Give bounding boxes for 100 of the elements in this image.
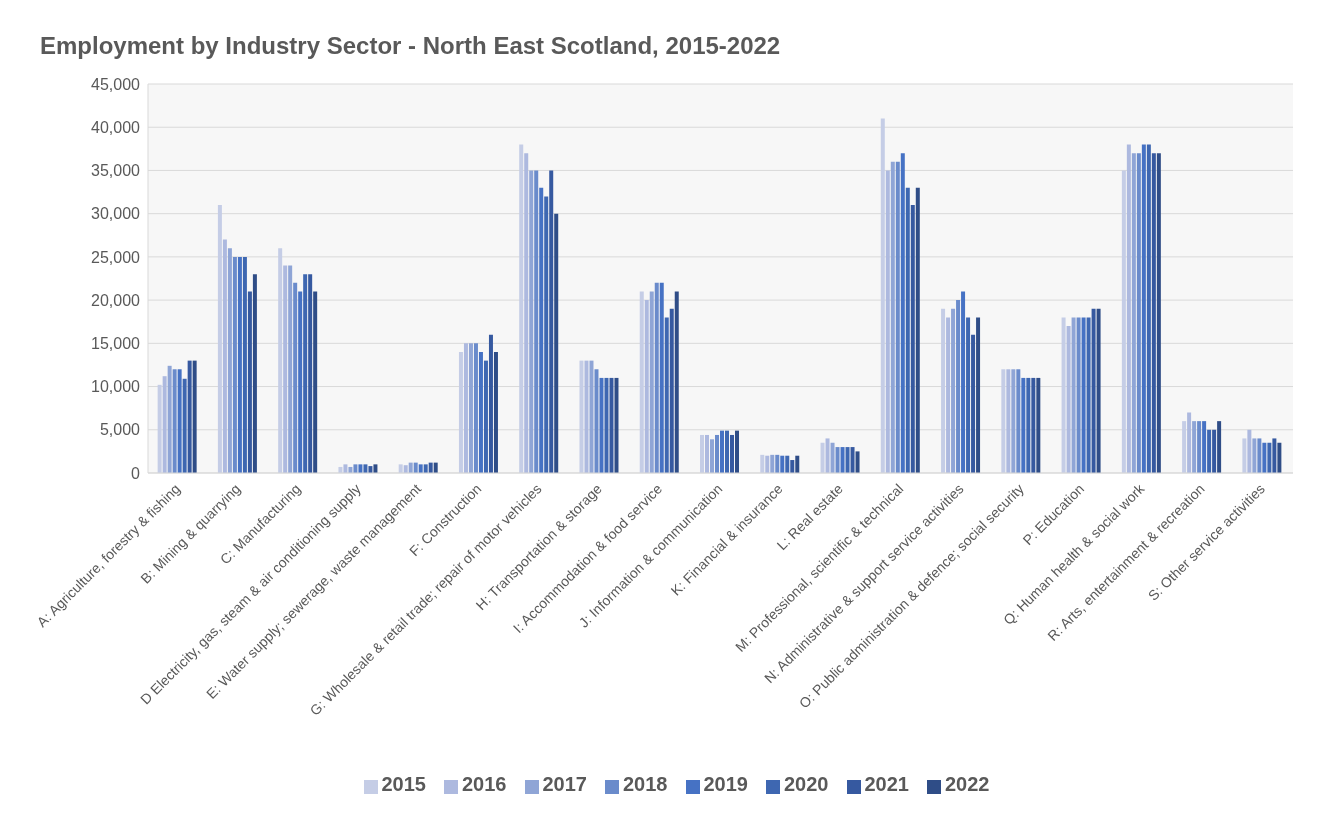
bar <box>715 434 720 473</box>
bar <box>1016 369 1021 473</box>
bar <box>252 274 257 473</box>
bar <box>649 291 654 473</box>
bar <box>534 170 539 473</box>
y-tick-label: 20,000 <box>91 291 141 309</box>
bar <box>478 351 483 473</box>
bar <box>313 291 318 473</box>
bar <box>483 360 488 473</box>
bar <box>966 317 971 473</box>
bar <box>1021 377 1026 473</box>
bar <box>358 464 363 473</box>
bar <box>584 360 589 473</box>
bar <box>1006 369 1011 473</box>
bar <box>830 442 835 473</box>
y-tick-label: 15,000 <box>91 335 141 353</box>
bar <box>1096 308 1101 473</box>
bar <box>177 369 182 473</box>
bar <box>1091 308 1096 473</box>
bar <box>946 317 951 473</box>
bar <box>880 118 885 473</box>
bar <box>458 351 463 473</box>
bar <box>519 144 524 473</box>
bar <box>298 291 303 473</box>
bar <box>614 377 619 473</box>
bar <box>398 464 403 473</box>
bar <box>850 447 855 473</box>
bar <box>1066 326 1071 473</box>
bar <box>720 430 725 473</box>
bar <box>599 377 604 473</box>
y-tick-label: 35,000 <box>91 162 141 180</box>
bar <box>976 317 981 473</box>
legend-label: 2015 <box>381 773 426 795</box>
bar <box>845 447 850 473</box>
bar <box>790 460 795 473</box>
bar <box>725 430 730 473</box>
bar <box>373 464 378 473</box>
bar <box>423 464 428 473</box>
bar <box>1141 144 1146 473</box>
bar <box>493 351 498 473</box>
bar <box>157 384 162 473</box>
bar <box>539 187 544 473</box>
bar <box>654 282 659 473</box>
bar <box>840 447 845 473</box>
bar <box>1217 421 1222 473</box>
bar <box>669 308 674 473</box>
bar <box>1086 317 1091 473</box>
bar <box>900 153 905 473</box>
bar <box>293 282 298 473</box>
bar <box>288 265 293 473</box>
bar <box>242 256 247 473</box>
bar <box>1267 442 1272 473</box>
bar <box>353 464 358 473</box>
bar <box>303 274 308 473</box>
bar <box>468 343 473 473</box>
bar <box>1257 438 1262 473</box>
bar <box>1187 412 1192 473</box>
bar <box>418 464 423 473</box>
bar <box>971 334 976 473</box>
chart-title: Employment by Industry Sector - North East Scotland, 2015-2022 <box>40 32 781 60</box>
bar <box>1026 377 1031 473</box>
bar <box>549 170 554 473</box>
bar <box>1146 144 1151 473</box>
bar <box>664 317 669 473</box>
bar <box>609 377 614 473</box>
bar <box>222 239 227 473</box>
bar <box>237 256 242 473</box>
bar <box>785 455 790 473</box>
bar <box>579 360 584 473</box>
legend-label: 2021 <box>864 773 909 795</box>
legend-label: 2019 <box>703 773 748 795</box>
bar <box>1156 153 1161 473</box>
bar <box>1126 144 1131 473</box>
bar <box>765 455 770 473</box>
bar <box>1207 429 1212 473</box>
bar <box>795 455 800 473</box>
bar <box>247 291 252 473</box>
bar <box>730 434 735 473</box>
bar <box>775 454 780 473</box>
bar <box>363 464 368 473</box>
bar <box>343 464 348 473</box>
bar <box>278 248 283 473</box>
y-tick-label: 45,000 <box>91 75 141 93</box>
legend-label: 2016 <box>462 773 507 795</box>
legend-label: 2022 <box>945 773 990 795</box>
bar <box>488 334 493 473</box>
bar <box>1242 438 1247 473</box>
bar <box>760 454 765 473</box>
bar <box>544 196 549 473</box>
legend-label: 2017 <box>542 773 587 795</box>
bar <box>1197 421 1202 473</box>
bar <box>1061 317 1066 473</box>
bar <box>1136 153 1141 473</box>
bar <box>232 256 237 473</box>
bar <box>780 455 785 473</box>
bar <box>1001 369 1006 473</box>
bar <box>825 438 830 473</box>
bar <box>1076 317 1081 473</box>
bar <box>1277 442 1282 473</box>
bar <box>910 205 915 473</box>
